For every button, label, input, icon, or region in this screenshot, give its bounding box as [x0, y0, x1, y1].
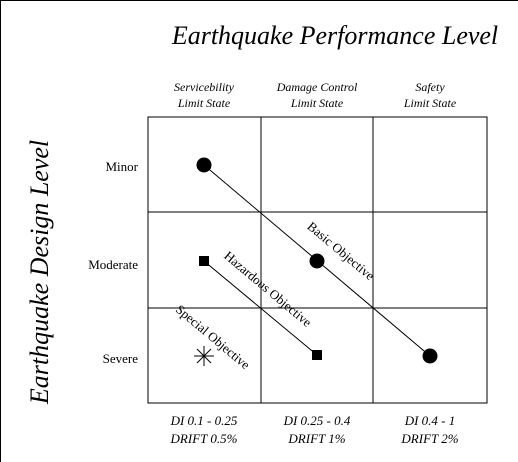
square-marker	[312, 350, 322, 360]
row-label: Moderate	[88, 257, 138, 272]
row-label: Severe	[103, 351, 139, 366]
side-title: Earthquake Design Level	[25, 140, 54, 405]
circle-marker	[422, 348, 438, 364]
footer-label: DI 0.1 - 0.25	[170, 413, 238, 428]
asterisk-marker	[194, 346, 214, 366]
square-marker	[199, 256, 209, 266]
footer-label: DRIFT 0.5%	[170, 431, 238, 446]
column-header: Safety	[415, 80, 445, 94]
circle-marker	[309, 253, 325, 269]
footer-label: DI 0.25 - 0.4	[283, 413, 351, 428]
column-header: Limit State	[177, 96, 231, 110]
hazardous-line	[203, 260, 318, 356]
circle-marker	[196, 157, 212, 173]
objective-label: Hazardous Objective	[221, 248, 315, 330]
column-header: Limit State	[290, 96, 344, 110]
objective-label: Basic Objective	[304, 219, 377, 284]
row-label: Minor	[106, 159, 139, 174]
footer-label: DRIFT 1%	[287, 431, 345, 446]
column-header: Servicebility	[174, 80, 235, 94]
grid	[147, 116, 488, 404]
column-header: Limit State	[403, 96, 457, 110]
title: Earthquake Performance Level	[171, 21, 498, 50]
column-header: Damage Control	[276, 80, 358, 94]
footer-label: DRIFT 2%	[400, 431, 458, 446]
footer-label: DI 0.4 - 1	[404, 413, 456, 428]
objective-label: Special Objective	[173, 302, 253, 373]
